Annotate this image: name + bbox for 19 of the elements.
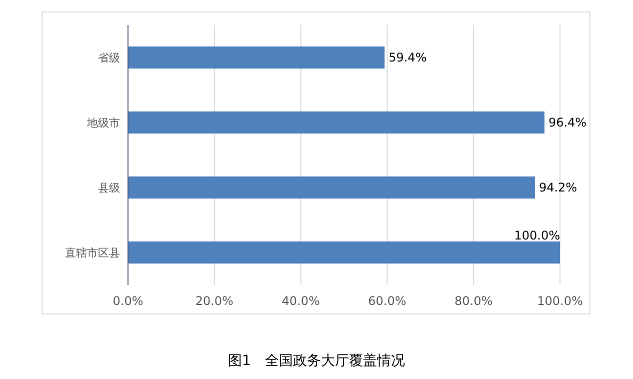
x-tick-label: 100.0% bbox=[537, 294, 583, 308]
bar bbox=[128, 46, 385, 69]
data-label: 94.2% bbox=[538, 180, 578, 194]
x-tick-label: 20.0% bbox=[195, 294, 234, 308]
bar bbox=[128, 176, 535, 199]
x-tick-label: 0.0% bbox=[112, 294, 144, 308]
x-tick-label: 80.0% bbox=[454, 294, 493, 308]
caption: 图1 全国政务大厅覆盖情况 bbox=[228, 353, 405, 369]
x-tick-label: 60.0% bbox=[368, 294, 406, 308]
x-tick-label: 40.0% bbox=[282, 294, 320, 308]
data-label: 96.4% bbox=[548, 116, 587, 130]
data-label: 59.4% bbox=[388, 50, 427, 64]
bar bbox=[128, 241, 560, 264]
y-tick-label: 省级 bbox=[98, 52, 120, 64]
data-label: 100.0% bbox=[514, 228, 560, 242]
y-tick-label: 地级市 bbox=[86, 116, 120, 130]
y-tick-label: 县级 bbox=[98, 182, 120, 194]
bar bbox=[128, 111, 544, 134]
y-tick-label: 直辖市区县 bbox=[65, 246, 120, 260]
